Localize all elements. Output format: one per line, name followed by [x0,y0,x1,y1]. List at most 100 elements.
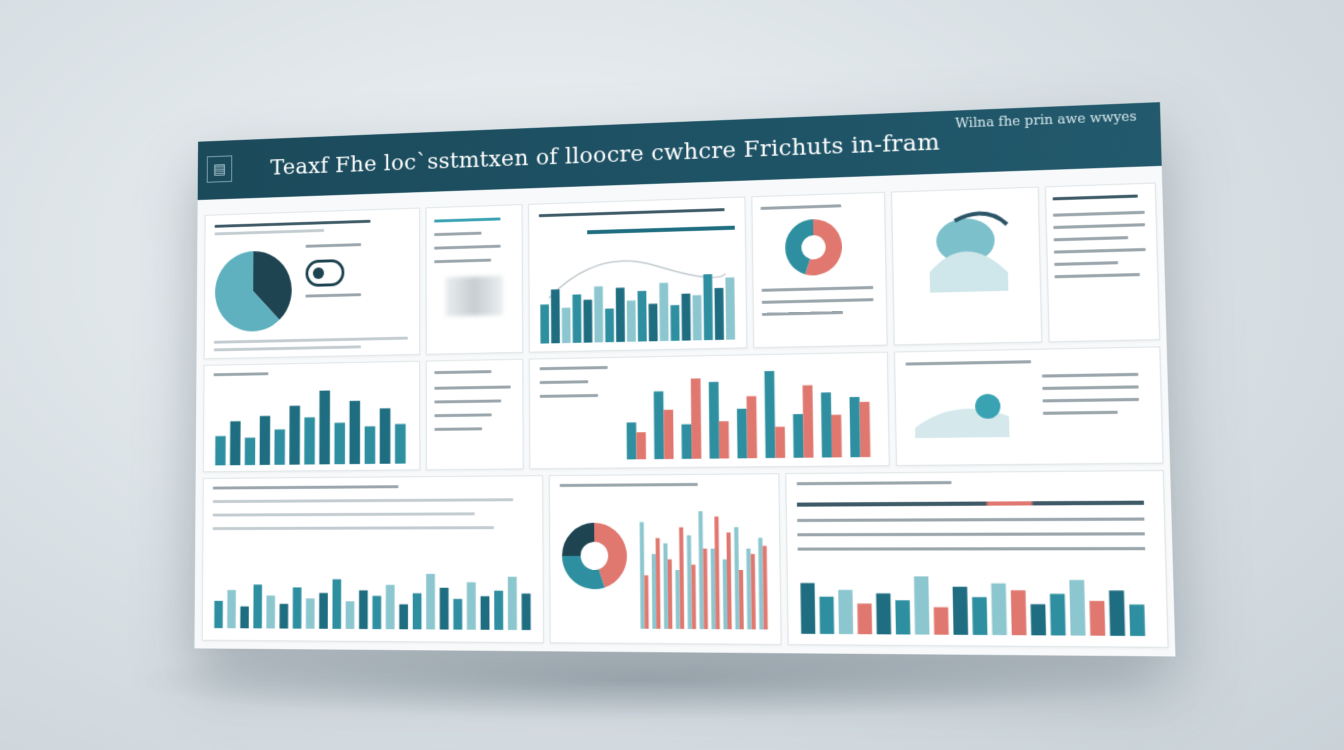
text-line [434,399,501,403]
text-line [1054,261,1118,266]
bar [240,606,249,628]
bar [467,582,476,629]
bar [365,426,376,464]
bar [304,417,315,464]
bar [644,575,649,628]
bar [793,414,803,458]
grouped-bar-card[interactable] [529,352,890,470]
bar [746,549,751,630]
donut-card[interactable] [751,192,887,348]
hand-device-icon [904,375,1031,449]
text-line [306,243,362,248]
bar [670,305,679,341]
bar [751,554,756,629]
bar [663,543,668,629]
bar [714,288,723,340]
stripe-bar-card[interactable] [785,470,1168,648]
bar-chart-card-2[interactable] [203,361,420,473]
toggle-icon[interactable] [306,259,345,287]
bar [1050,594,1066,636]
blurred-graphic [446,276,503,316]
bar [681,294,690,341]
text-line [906,360,1032,365]
chart-logo-icon: ▤ [207,155,232,182]
text-line [1053,195,1138,201]
bar [306,598,315,628]
bar [709,382,720,459]
card-heading-line [215,220,371,228]
text-line [434,370,491,374]
list-card[interactable] [426,359,524,471]
illustration-card[interactable] [891,187,1042,346]
bar [723,559,728,629]
text-line [1054,248,1146,254]
dashboard-title: Teaxf Fhe loc`sstmtxen of lloocre cwhcre… [270,129,940,180]
summary-card[interactable] [894,346,1164,466]
text-line [434,413,491,417]
bar [849,397,860,457]
donut-chart [778,216,850,278]
text-line [434,245,500,250]
text-line [1054,236,1129,241]
bar-chart [638,507,770,630]
bar [860,402,871,457]
bar [359,590,368,629]
text-line [214,372,269,376]
text-line [540,366,608,370]
timeline-card[interactable] [202,475,544,643]
bar-chart-card-1[interactable] [528,197,747,353]
bar [572,294,581,343]
bar [739,570,744,629]
bar [289,406,300,465]
bar [831,415,842,458]
bar-chart [798,572,1148,636]
bar [386,585,395,629]
text-line [214,345,361,351]
text-line [434,217,500,222]
bar [953,587,969,635]
bar [682,424,692,459]
text-line [797,481,952,485]
bar [230,421,241,465]
bar [800,583,815,634]
bar [764,371,775,458]
bar [640,522,645,629]
bar [395,424,406,464]
bar [349,401,360,464]
dashboard-screen: ▤ Teaxf Fhe loc`sstmtxen of lloocre cwhc… [194,102,1175,656]
bar [426,574,435,630]
bar [627,300,636,341]
bar-chart [539,234,736,348]
bar [453,599,462,630]
bar [668,559,673,629]
bar [991,583,1007,635]
bar [719,421,729,458]
text-line [1042,373,1138,378]
bar [737,409,747,459]
text-line [762,311,843,316]
text-line [1054,273,1139,278]
bar [481,596,490,630]
pie-bar-card[interactable] [549,473,782,645]
bar [227,590,236,628]
text-line [1043,398,1139,403]
bar [675,570,680,629]
bar [895,600,910,634]
pie-card[interactable] [204,208,420,360]
text-line [1043,411,1118,415]
card-subheading-line [215,229,325,235]
bar [1089,601,1105,636]
bar [1011,590,1027,635]
text-line [213,485,399,489]
bar [914,576,930,634]
bar [583,300,592,343]
legend-card[interactable] [426,204,523,355]
bar [972,597,987,635]
bar [508,577,517,630]
bar [652,554,657,629]
text-card[interactable] [1045,183,1160,343]
bar [413,593,422,629]
bar [1069,580,1085,636]
bar [819,597,834,634]
